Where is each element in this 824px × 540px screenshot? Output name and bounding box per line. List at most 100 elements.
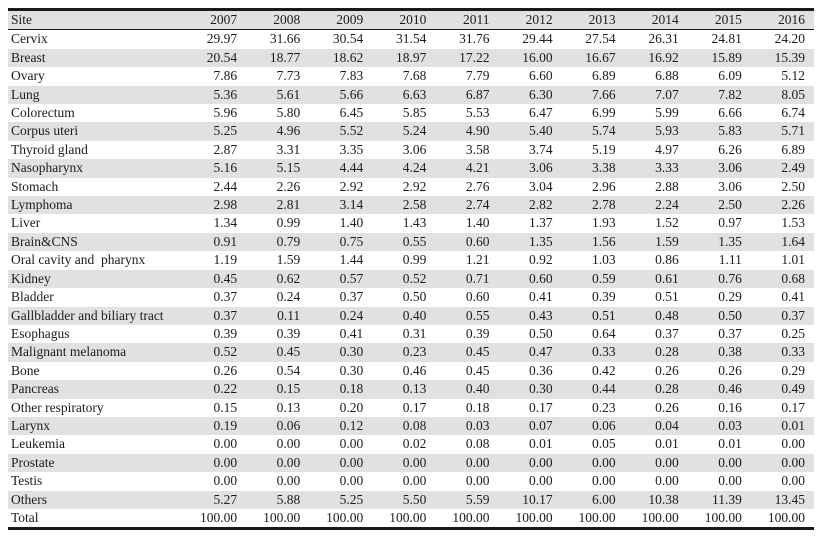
value-cell: 0.25	[781, 325, 805, 341]
value-cell: 3.06	[718, 160, 742, 176]
column-header-2014: 2014	[651, 12, 679, 27]
value-cell: 1.43	[402, 215, 427, 231]
value-cell: 3.04	[528, 178, 553, 194]
value-cell: 0.57	[339, 270, 364, 286]
value-cell: 0.39	[213, 325, 238, 341]
value-cell: 20.54	[206, 49, 238, 65]
column-header-2008: 2008	[273, 12, 301, 27]
value-cell: 7.73	[276, 68, 301, 84]
site-cell: Thyroid gland	[11, 141, 88, 157]
value-cell: 0.45	[213, 270, 238, 286]
value-cell: 0.00	[781, 473, 805, 489]
site-cell: Bladder	[11, 289, 54, 305]
value-cell: 4.24	[402, 160, 427, 176]
site-cell: Malignant melanoma	[11, 344, 127, 360]
value-cell: 1.35	[528, 233, 553, 249]
site-cell: Total	[11, 509, 39, 525]
value-cell: 5.50	[402, 491, 427, 507]
value-cell: 100.00	[704, 509, 742, 525]
value-cell: 2.98	[213, 197, 238, 213]
value-cell: 4.21	[465, 160, 490, 176]
value-cell: 2.50	[718, 197, 742, 213]
site-cell: Others	[11, 491, 47, 507]
value-cell: 2.87	[213, 141, 238, 157]
value-cell: 0.02	[402, 436, 427, 452]
site-cell: Corpus uteri	[11, 123, 79, 139]
value-cell: 0.44	[592, 381, 616, 397]
column-header-2013: 2013	[588, 12, 616, 27]
value-cell: 1.01	[781, 252, 805, 268]
table-row: Liver 1.34 0.99 1.40 1.43 1.40 1.37 1.93 1.52 0.9…	[8, 214, 814, 232]
value-cell: 6.87	[465, 86, 490, 102]
value-cell: 7.82	[718, 86, 742, 102]
value-cell: 0.33	[781, 344, 805, 360]
column-header-2009: 2009	[336, 12, 364, 27]
value-cell: 0.46	[402, 362, 427, 378]
value-cell: 0.00	[718, 454, 742, 470]
value-cell: 3.74	[528, 141, 553, 157]
value-cell: 0.37	[718, 325, 742, 341]
value-cell: 0.60	[528, 270, 553, 286]
table-row: Nasopharynx 5.16 5.15 4.44 4.24 4.21 3.06 3.38 3…	[8, 159, 814, 178]
value-cell: 4.97	[655, 141, 679, 157]
cancer-site-frequency-table: Site 2007 2008 2009 2010 2011 2012 2013 2014 2015…	[8, 8, 814, 531]
value-cell: 15.89	[711, 49, 742, 65]
value-cell: 100.00	[641, 509, 679, 525]
value-cell: 0.43	[528, 307, 553, 323]
value-cell: 6.99	[592, 105, 616, 121]
value-cell: 0.01	[528, 436, 553, 452]
column-header-2016: 2016	[778, 12, 805, 27]
value-cell: 0.41	[781, 289, 805, 305]
value-cell: 1.59	[276, 252, 301, 268]
column-header-site: Site	[11, 12, 33, 27]
value-cell: 0.01	[781, 417, 805, 433]
value-cell: 0.29	[781, 362, 805, 378]
value-cell: 5.27	[213, 491, 238, 507]
value-cell: 1.11	[718, 252, 742, 268]
table-row: Bladder 0.37 0.24 0.37 0.50 0.60 0.41 0.39 0.51 0…	[8, 288, 814, 306]
value-cell: 0.12	[339, 417, 364, 433]
value-cell: 6.63	[402, 86, 427, 102]
value-cell: 0.00	[655, 473, 679, 489]
value-cell: 0.55	[465, 307, 490, 323]
value-cell: 29.44	[522, 31, 553, 47]
value-cell: 0.42	[592, 362, 616, 378]
value-cell: 5.36	[213, 86, 238, 102]
table-row: Malignant melanoma 0.52 0.45 0.30 0.23 0.45 0.…	[8, 343, 814, 362]
value-cell: 0.06	[592, 417, 616, 433]
value-cell: 0.37	[213, 289, 238, 305]
value-cell: 0.38	[718, 344, 742, 360]
value-cell: 16.00	[522, 49, 553, 65]
site-cell: Liver	[11, 215, 41, 231]
value-cell: 0.50	[718, 307, 742, 323]
value-cell: 1.56	[592, 233, 616, 249]
value-cell: 5.12	[781, 68, 805, 84]
site-cell: Cervix	[11, 31, 48, 47]
value-cell: 0.50	[528, 325, 553, 341]
site-cell: Prostate	[11, 454, 55, 470]
value-cell: 6.74	[781, 105, 805, 121]
value-cell: 0.03	[465, 417, 490, 433]
value-cell: 0.86	[655, 252, 679, 268]
site-cell: Esophagus	[11, 325, 70, 341]
value-cell: 0.36	[528, 362, 553, 378]
value-cell: 0.99	[276, 215, 301, 231]
value-cell: 0.00	[213, 473, 238, 489]
value-cell: 5.25	[339, 491, 364, 507]
value-cell: 3.14	[339, 197, 364, 213]
value-cell: 100.00	[263, 509, 301, 525]
value-cell: 0.37	[213, 307, 238, 323]
value-cell: 100.00	[199, 509, 238, 525]
value-cell: 0.24	[339, 307, 364, 323]
table-row: Colorectum 5.96 5.80 6.45 5.85 5.53 6.47 6.99 5.…	[8, 104, 814, 122]
value-cell: 0.17	[402, 399, 427, 415]
value-cell: 2.96	[592, 178, 616, 194]
value-cell: 0.00	[781, 454, 805, 470]
value-cell: 2.58	[402, 197, 427, 213]
value-cell: 0.68	[781, 270, 805, 286]
value-cell: 0.64	[592, 325, 616, 341]
value-cell: 29.97	[206, 31, 238, 47]
value-cell: 0.00	[276, 454, 301, 470]
value-cell: 10.17	[522, 491, 553, 507]
value-cell: 6.30	[528, 86, 553, 102]
